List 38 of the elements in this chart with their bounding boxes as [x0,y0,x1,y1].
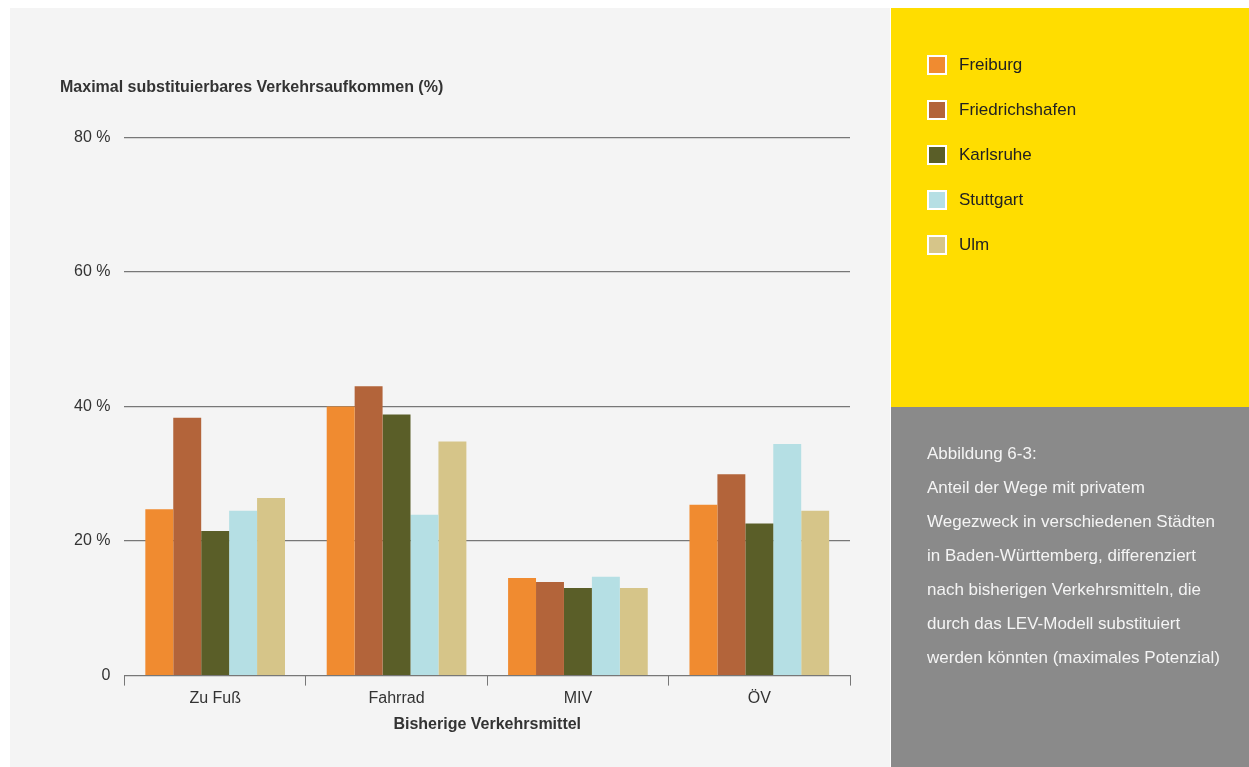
y-axis-title: Maximal substituierbares Verkehrsaufkommen (%) [60,78,444,96]
x-tick-label: Fahrrad [368,688,425,706]
bar [745,523,774,675]
x-tick-label: MIV [563,688,593,706]
y-tick-label: 40 % [74,396,111,414]
bar [536,582,564,675]
bar [508,578,537,675]
bar [619,588,648,675]
y-tick-label: 60 % [74,262,111,280]
bar [382,414,411,675]
x-tick-label: ÖV [747,688,772,706]
y-tick-label: 80 % [74,127,111,145]
bar [801,510,830,675]
bar [257,497,285,675]
legend-label: Stuttgart [959,189,1024,210]
text: Abbildung 6-3: [927,443,1038,465]
bar [563,588,592,675]
bar [689,504,718,675]
bar [201,530,230,675]
bar [229,510,258,675]
x-tick-label: Zu Fuß [189,688,242,706]
bar [145,509,174,675]
bar [354,386,383,675]
legend-label: Ulm [959,234,990,255]
bar [591,576,620,675]
bar [773,444,802,675]
bar [173,417,202,675]
y-tick-label: 0 [101,666,111,684]
bar [410,514,439,675]
legend-label: Karlsruhe [959,144,1032,165]
x-axis-title: Bisherige Verkehrsmittel [393,714,582,732]
legend-label: Friedrichshafen [959,99,1077,120]
text: Anteil der Wege mit privatem Wegezweck in verschiedenen Städten in Baden-Württemberg, differenziert nach bisherigen Verkehrsmitteln, die durch das LEV-Modell substituiert werden könnten (maximales Potenzial) [927,477,1221,669]
y-tick-label: 20 % [74,531,111,549]
bar [438,441,467,675]
bar [326,406,355,675]
bar [717,474,746,675]
legend-label: Freiburg [959,54,1023,75]
